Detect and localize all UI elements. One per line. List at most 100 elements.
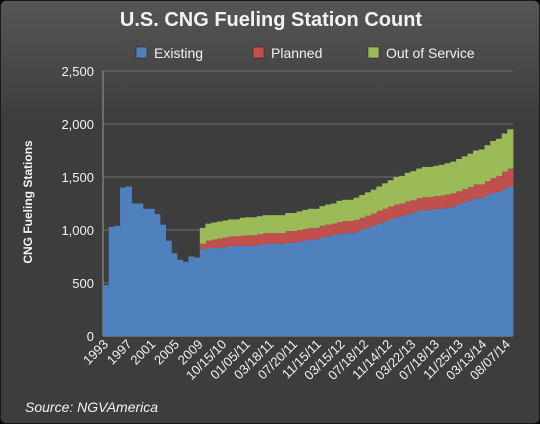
bar-planned xyxy=(364,215,372,228)
bar-out-of-service xyxy=(478,149,485,185)
bar-existing xyxy=(285,242,292,336)
bar-existing xyxy=(182,261,189,336)
legend-swatch-planned xyxy=(252,46,265,59)
chart-title: U.S. CNG Fueling Station Count xyxy=(120,9,423,31)
y-axis-label: CNG Fueling Stations xyxy=(21,140,35,264)
bar-out-of-service xyxy=(399,175,406,204)
bar-out-of-service xyxy=(473,150,480,185)
bar-existing xyxy=(290,242,298,336)
bar-existing xyxy=(256,244,263,336)
bar-planned xyxy=(490,178,497,193)
bar-existing xyxy=(268,243,275,336)
bar-out-of-service xyxy=(336,200,343,223)
bar-out-of-service xyxy=(302,209,309,229)
bar-existing xyxy=(319,237,326,336)
bar-planned xyxy=(353,219,360,233)
bar-out-of-service xyxy=(268,215,275,234)
legend: Existing Planned Out of Service xyxy=(135,45,475,61)
bar-existing xyxy=(239,245,246,336)
bar-out-of-service xyxy=(393,177,400,205)
bar-planned xyxy=(467,187,474,201)
bar-planned xyxy=(211,239,218,249)
bar-out-of-service xyxy=(211,222,218,240)
bar-planned xyxy=(484,181,491,196)
legend-label-existing: Existing xyxy=(154,45,203,61)
bar-planned xyxy=(199,243,206,250)
bar-planned xyxy=(290,231,298,243)
bar-existing xyxy=(251,245,258,336)
bar-out-of-service xyxy=(404,172,411,202)
bar-existing xyxy=(484,195,491,336)
bar-existing xyxy=(108,226,115,336)
bar-planned xyxy=(461,189,468,203)
bar-out-of-service xyxy=(228,219,235,237)
bar-existing xyxy=(313,239,320,336)
bar-planned xyxy=(433,196,440,209)
bar-planned xyxy=(256,234,263,245)
bar-planned xyxy=(376,210,383,224)
bar-existing xyxy=(245,245,252,336)
bar-existing xyxy=(165,240,172,336)
bar-existing xyxy=(387,219,394,336)
bar-existing xyxy=(171,253,178,336)
bar-planned xyxy=(262,233,269,244)
bar-out-of-service xyxy=(273,215,280,234)
bar-planned xyxy=(382,208,389,222)
bar-existing xyxy=(473,198,480,336)
bar-planned xyxy=(438,195,446,209)
legend-swatch-out-of-service xyxy=(367,46,380,59)
bar-existing xyxy=(364,227,372,336)
bar-existing xyxy=(142,208,149,336)
bar-planned xyxy=(273,233,280,244)
bar-out-of-service xyxy=(313,208,320,228)
bar-existing xyxy=(450,206,457,336)
bar-existing xyxy=(507,186,514,336)
bar-out-of-service xyxy=(376,186,383,211)
legend-swatch-existing xyxy=(135,46,148,59)
bar-planned xyxy=(268,233,275,244)
bar-existing xyxy=(438,208,446,336)
bar-existing xyxy=(114,225,121,336)
bar-planned xyxy=(450,193,457,207)
bar-planned xyxy=(279,233,286,244)
bar-existing xyxy=(137,203,144,336)
bar-existing xyxy=(279,243,286,336)
bar-existing xyxy=(456,204,463,336)
bar-out-of-service xyxy=(245,217,252,236)
bar-existing xyxy=(444,207,451,336)
bar-existing xyxy=(188,256,195,336)
bar-planned xyxy=(473,184,480,199)
bar-out-of-service xyxy=(325,204,332,225)
bar-out-of-service xyxy=(262,215,269,234)
legend-label-out-of-service: Out of Service xyxy=(386,45,475,61)
bar-existing xyxy=(393,217,400,336)
bar-planned xyxy=(347,220,354,234)
bar-existing xyxy=(296,241,303,336)
bar-planned xyxy=(507,168,514,187)
bar-planned xyxy=(399,203,406,217)
bar-existing xyxy=(131,203,138,336)
bar-out-of-service xyxy=(450,161,457,194)
bar-out-of-service xyxy=(427,166,434,198)
bar-out-of-service xyxy=(347,199,354,221)
bar-out-of-service xyxy=(359,195,366,218)
bar-planned xyxy=(285,231,292,243)
y-tick-label: 1,500 xyxy=(61,170,94,185)
bar-planned xyxy=(495,175,503,192)
bar-out-of-service xyxy=(239,217,246,236)
bar-planned xyxy=(296,230,303,242)
bar-existing xyxy=(120,187,127,336)
bar-planned xyxy=(245,235,252,246)
bar-existing xyxy=(262,243,269,336)
bar-out-of-service xyxy=(199,227,206,244)
series-out-of-service xyxy=(199,129,514,244)
bar-existing xyxy=(228,245,235,336)
plot-area xyxy=(103,129,514,336)
bar-planned xyxy=(393,204,400,218)
bar-out-of-service xyxy=(433,165,440,197)
bar-planned xyxy=(216,238,223,249)
bar-existing xyxy=(404,214,411,336)
bar-out-of-service xyxy=(421,166,428,198)
bar-planned xyxy=(387,206,394,220)
